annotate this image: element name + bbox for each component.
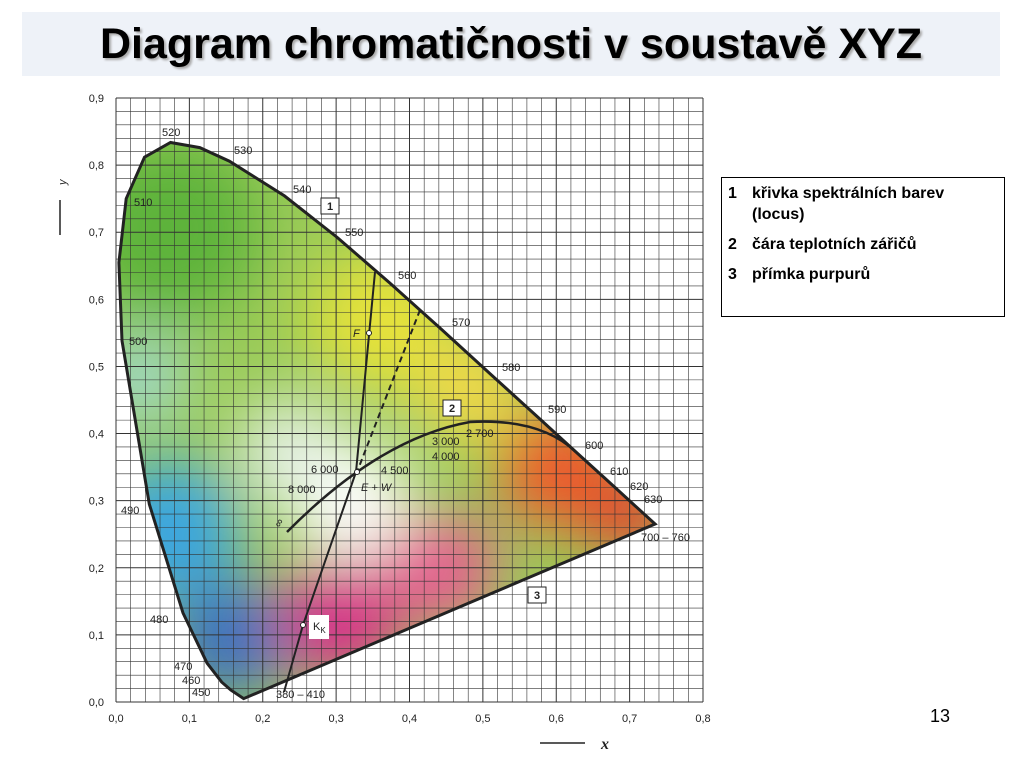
wavelength-label: 490 bbox=[121, 505, 139, 517]
y-tick-label: 0,8 bbox=[89, 160, 104, 172]
temperature-label: 3 000 bbox=[432, 436, 460, 448]
x-tick-label: 0,7 bbox=[622, 713, 637, 725]
wavelength-label: 630 bbox=[644, 494, 662, 506]
slide-title: Diagram chromatičnosti v soustavě XYZ bbox=[22, 12, 1000, 76]
wavelength-label: 510 bbox=[134, 197, 152, 209]
y-tick-label: 0,9 bbox=[89, 93, 104, 105]
point-f bbox=[366, 330, 372, 336]
x-tick-label: 0,3 bbox=[328, 713, 343, 725]
y-tick-label: 0,0 bbox=[89, 697, 104, 709]
wavelength-label: 380 – 410 bbox=[276, 689, 325, 701]
point-ew bbox=[354, 469, 360, 475]
curve-label: 2 bbox=[449, 403, 455, 415]
point-label: E + W bbox=[361, 482, 393, 494]
legend-number: 1 bbox=[728, 185, 737, 202]
wavelength-label: 540 bbox=[293, 184, 311, 196]
point-k bbox=[300, 622, 306, 628]
legend-number: 3 bbox=[728, 266, 737, 283]
wavelength-label: 500 bbox=[129, 336, 147, 348]
temperature-label: 2 700 bbox=[466, 428, 494, 440]
curve-label-box bbox=[442, 399, 462, 417]
page-number: 13 bbox=[930, 706, 951, 726]
x-tick-label: 0,1 bbox=[182, 713, 197, 725]
wavelength-label: 580 bbox=[502, 362, 520, 374]
curve-label: 1 bbox=[327, 201, 333, 213]
label-bg bbox=[309, 615, 329, 639]
curve-label-box bbox=[527, 586, 547, 604]
x-tick-label: 0,6 bbox=[549, 713, 564, 725]
point-label: F bbox=[353, 328, 361, 340]
wavelength-label: 450 bbox=[192, 687, 210, 699]
y-tick-label: 0,3 bbox=[89, 496, 104, 508]
legend-item: 3 přímka purpurů bbox=[728, 264, 998, 285]
wavelength-label: 590 bbox=[548, 404, 566, 416]
x-tick-label: 0,2 bbox=[255, 713, 270, 725]
x-axis-label: x bbox=[600, 736, 609, 753]
wavelength-label: 550 bbox=[345, 227, 363, 239]
wavelength-label: 620 bbox=[630, 481, 648, 493]
planckian-locus bbox=[286, 420, 577, 533]
wavelength-label: 470 bbox=[174, 661, 192, 673]
wavelength-label: 520 bbox=[162, 127, 180, 139]
temperature-label: 4 000 bbox=[432, 451, 460, 463]
legend-item: 2 čára teplotních zářičů bbox=[728, 234, 998, 255]
wavelength-label: 600 bbox=[585, 440, 603, 452]
grid bbox=[115, 97, 704, 703]
temperature-label: 4 500 bbox=[381, 465, 409, 477]
wavelength-label: 610 bbox=[610, 466, 628, 478]
k-sub: K bbox=[320, 626, 326, 635]
temperature-label: 8 000 bbox=[288, 484, 316, 496]
k-main: K bbox=[313, 621, 321, 633]
wavelength-label: 460 bbox=[182, 675, 200, 687]
wavelength-label: 530 bbox=[234, 145, 252, 157]
curve-label-box bbox=[320, 197, 340, 215]
y-tick-label: 0,1 bbox=[89, 630, 104, 642]
legend-text: křivka spektrálních barev (locus) bbox=[752, 185, 945, 223]
wavelength-label: 480 bbox=[150, 614, 168, 626]
x-tick-label: 0,0 bbox=[108, 713, 123, 725]
y-tick-label: 0,6 bbox=[89, 294, 104, 306]
legend-text: čára teplotních zářičů bbox=[752, 236, 917, 253]
legend-item: 1 křivka spektrálních barev (locus) bbox=[728, 183, 998, 225]
x-tick-label: 0,5 bbox=[475, 713, 490, 725]
color-gamut bbox=[118, 142, 656, 699]
legend-number: 2 bbox=[728, 236, 737, 253]
x-tick-label: 0,8 bbox=[695, 713, 710, 725]
dashed-line bbox=[356, 309, 421, 473]
y-tick-label: 0,7 bbox=[89, 227, 104, 239]
point-label: KK bbox=[313, 621, 326, 635]
x-tick-label: 0,4 bbox=[402, 713, 417, 725]
legend: 1 křivka spektrálních barev (locus) 2 čára… bbox=[721, 177, 1005, 317]
line-f bbox=[283, 271, 376, 693]
temperature-label: 6 000 bbox=[311, 464, 339, 476]
wavelength-label: 560 bbox=[398, 270, 416, 282]
y-tick-label: 0,5 bbox=[89, 361, 104, 373]
legend-text: přímka purpurů bbox=[752, 266, 871, 283]
wavelength-label: 700 – 760 bbox=[641, 532, 690, 544]
y-tick-label: 0,4 bbox=[89, 429, 104, 441]
y-axis-label: y bbox=[57, 178, 69, 186]
curve-label: 3 bbox=[534, 590, 540, 602]
wavelength-label: 570 bbox=[452, 317, 470, 329]
y-tick-label: 0,2 bbox=[89, 563, 104, 575]
